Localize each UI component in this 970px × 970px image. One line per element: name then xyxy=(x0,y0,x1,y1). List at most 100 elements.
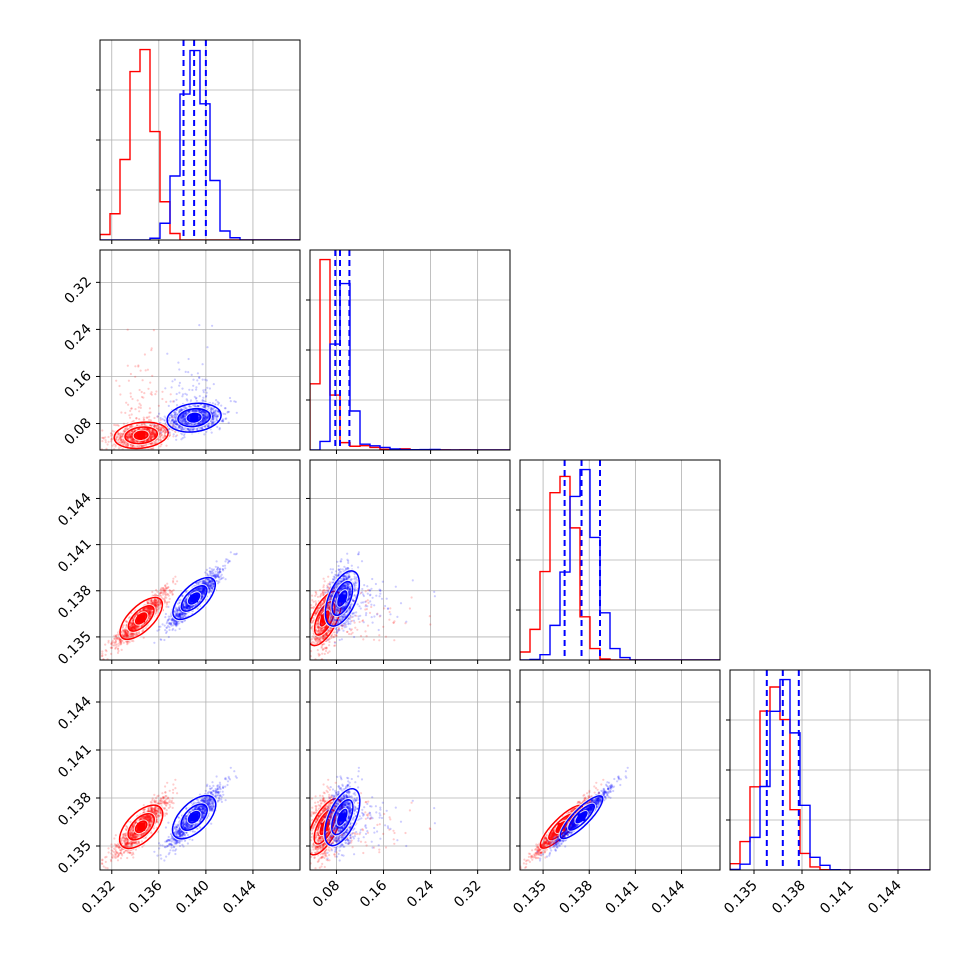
sample-point-series-0 xyxy=(155,604,158,607)
sample-point-series-1 xyxy=(173,421,176,424)
sample-point-series-1 xyxy=(174,608,177,611)
sample-point-series-1 xyxy=(182,416,185,419)
sample-point-series-0 xyxy=(155,441,158,444)
sample-point-series-1 xyxy=(203,404,206,407)
sample-point-series-1 xyxy=(211,414,214,417)
sample-point-series-0 xyxy=(160,432,163,435)
sample-point-series-1 xyxy=(205,413,208,416)
sample-point-series-1 xyxy=(205,404,208,407)
sample-point-series-0 xyxy=(142,418,145,421)
sample-point-series-0 xyxy=(149,607,152,610)
sample-point-series-0 xyxy=(155,424,158,427)
sample-point-series-1 xyxy=(174,420,177,423)
sample-point-series-0 xyxy=(115,643,119,646)
sample-point-series-1 xyxy=(197,423,200,426)
sample-point-series-0 xyxy=(105,447,108,450)
sample-point-series-0 xyxy=(122,624,125,627)
sample-point-series-0 xyxy=(126,445,129,448)
sample-point-series-0 xyxy=(153,416,156,420)
sample-point-series-1 xyxy=(167,619,170,622)
sample-point-series-1 xyxy=(190,409,193,412)
sample-point-series-0 xyxy=(148,430,151,433)
sample-point-series-0 xyxy=(158,433,161,436)
sample-point-series-1 xyxy=(171,415,174,418)
sample-point-series-0 xyxy=(129,435,132,438)
sample-point-series-1 xyxy=(212,417,215,420)
sample-point-series-1 xyxy=(182,417,185,420)
sample-point-series-0 xyxy=(158,603,161,606)
sample-point-series-1 xyxy=(180,417,184,420)
sample-point-series-1 xyxy=(218,428,221,431)
sample-point-series-1 xyxy=(202,414,205,417)
sample-point-series-0 xyxy=(153,435,156,438)
panel-1-1 xyxy=(306,249,511,454)
sample-point-series-0 xyxy=(148,611,151,615)
sample-point-series-1 xyxy=(184,370,187,373)
sample-point-series-0 xyxy=(109,432,112,435)
sample-point-series-0 xyxy=(128,436,131,439)
sample-point-series-1 xyxy=(204,411,207,414)
sample-point-series-1 xyxy=(181,605,185,608)
sample-point-series-0 xyxy=(158,435,161,438)
sample-point-series-0 xyxy=(124,629,127,633)
sample-point-series-1 xyxy=(187,410,191,413)
sample-point-series-1 xyxy=(204,415,207,418)
sample-point-series-0 xyxy=(172,400,175,403)
sample-point-series-1 xyxy=(173,422,177,425)
sample-point-series-0 xyxy=(130,407,133,410)
sample-point-series-1 xyxy=(174,413,177,416)
sample-point-series-0 xyxy=(149,434,152,437)
sample-point-series-0 xyxy=(119,432,122,435)
sample-point-series-1 xyxy=(209,407,212,410)
sample-point-series-0 xyxy=(120,438,123,441)
sample-point-series-1 xyxy=(178,424,181,427)
sample-point-series-0 xyxy=(115,435,119,438)
sample-point-series-1 xyxy=(187,429,190,432)
sample-point-series-1 xyxy=(175,625,178,628)
sample-point-series-1 xyxy=(182,413,186,416)
sample-point-series-1 xyxy=(214,415,217,418)
sample-point-series-1 xyxy=(198,409,201,412)
sample-point-series-1 xyxy=(216,400,219,403)
sample-point-series-0 xyxy=(131,430,134,433)
sample-point-series-0 xyxy=(131,625,134,629)
sample-point-series-1 xyxy=(185,411,188,414)
sample-point-series-1 xyxy=(181,419,184,422)
sample-point-series-0 xyxy=(123,441,126,444)
sample-point-series-0 xyxy=(146,439,149,442)
sample-point-series-0 xyxy=(143,440,146,443)
sample-point-series-0 xyxy=(137,364,140,367)
sample-point-series-0 xyxy=(163,434,166,437)
sample-point-series-0 xyxy=(139,369,142,372)
sample-point-series-0 xyxy=(162,587,165,590)
sample-point-series-1 xyxy=(217,411,220,414)
sample-point-series-1 xyxy=(156,415,159,418)
sample-point-series-1 xyxy=(217,401,221,405)
sample-point-series-0 xyxy=(110,440,113,443)
sample-point-series-0 xyxy=(111,641,114,644)
sample-point-series-0 xyxy=(148,429,151,433)
sample-point-series-0 xyxy=(127,434,130,437)
sample-point-series-1 xyxy=(197,422,200,425)
sample-point-series-1 xyxy=(207,407,210,410)
sample-point-series-1 xyxy=(204,571,207,574)
sample-point-series-1 xyxy=(201,411,204,414)
sample-point-series-0 xyxy=(145,428,148,431)
sample-point-series-0 xyxy=(118,441,121,444)
sample-point-series-0 xyxy=(116,432,120,435)
sample-point-series-1 xyxy=(172,419,175,422)
sample-point-series-0 xyxy=(151,423,154,427)
sample-point-series-1 xyxy=(172,421,175,424)
sample-point-series-1 xyxy=(168,628,171,632)
sample-point-series-0 xyxy=(149,432,152,435)
sample-point-series-0 xyxy=(102,437,105,440)
sample-point-series-1 xyxy=(182,614,186,617)
sample-point-series-0 xyxy=(150,442,153,445)
sample-point-series-0 xyxy=(117,649,120,653)
sample-point-series-1 xyxy=(202,414,206,417)
sample-point-series-0 xyxy=(149,428,152,431)
sample-point-series-0 xyxy=(160,426,163,430)
sample-point-series-1 xyxy=(222,576,225,579)
sample-point-series-1 xyxy=(171,419,174,422)
sample-point-series-1 xyxy=(206,386,209,389)
